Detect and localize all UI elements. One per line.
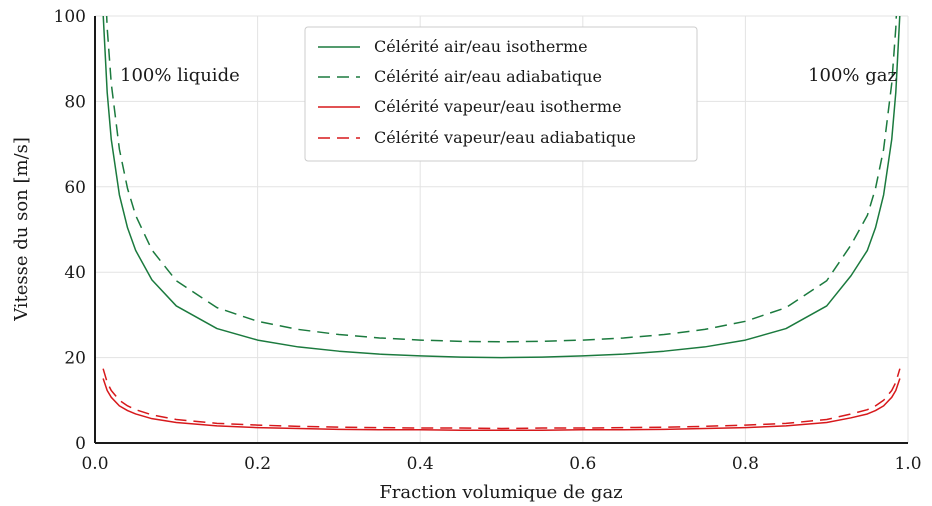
series-line-1	[105, 16, 898, 343]
series-group	[102, 16, 901, 431]
annotation-liquid: 100% liquide	[120, 65, 240, 86]
legend-entry-0: Célérité air/eau isotherme	[318, 37, 588, 56]
legend-label-0: Célérité air/eau isotherme	[374, 37, 588, 56]
y-tick-label: 0	[75, 434, 86, 454]
legend: Célérité air/eau isotherme Célérité air/…	[304, 26, 698, 162]
axes	[94, 16, 908, 444]
series-line-0	[102, 16, 901, 359]
ticks: 0.0 0.2 0.4 0.6 0.8 1.0 0 20 40 60 80 100	[54, 7, 922, 474]
legend-label-1: Célérité air/eau adiabatique	[374, 67, 602, 86]
y-tick-label: 100	[54, 7, 86, 27]
series-line-2	[102, 378, 901, 431]
x-tick-label: 0.0	[81, 454, 108, 474]
y-tick-label: 20	[64, 349, 86, 369]
legend-label-3: Célérité vapeur/eau adiabatique	[374, 128, 636, 147]
x-tick-label: 0.6	[569, 454, 596, 474]
legend-entry-2: Célérité vapeur/eau isotherme	[318, 97, 622, 116]
x-tick-label: 0.4	[407, 454, 434, 474]
legend-entry-1: Célérité air/eau adiabatique	[318, 67, 602, 86]
y-axis-label: Vitesse du son [m/s]	[11, 137, 32, 322]
x-axis-label: Fraction volumique de gaz	[379, 482, 622, 503]
legend-entry-3: Célérité vapeur/eau adiabatique	[318, 128, 636, 147]
x-tick-label: 1.0	[894, 454, 921, 474]
x-tick-label: 0.2	[244, 454, 271, 474]
y-tick-label: 80	[64, 92, 86, 112]
annotation-gas: 100% gaz	[808, 65, 897, 86]
series-line-3	[102, 368, 901, 430]
legend-label-2: Célérité vapeur/eau isotherme	[374, 97, 622, 116]
x-tick-label: 0.8	[732, 454, 759, 474]
y-tick-label: 40	[64, 263, 86, 283]
legend-frame	[304, 26, 698, 162]
y-tick-label: 60	[64, 178, 86, 198]
